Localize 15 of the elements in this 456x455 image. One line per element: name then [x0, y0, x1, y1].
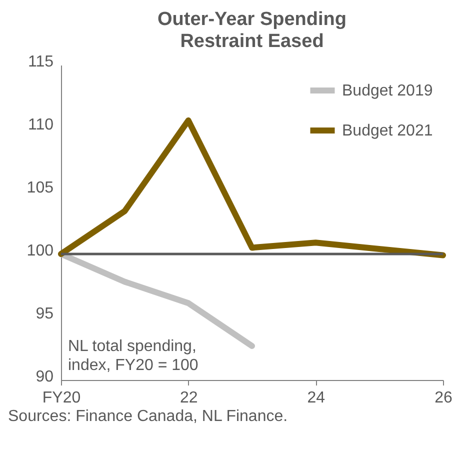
annotation: NL total spending, index, FY20 = 100 — [68, 338, 198, 374]
x-tick-label: FY20 — [42, 390, 81, 406]
y-tick-label: 100 — [26, 242, 54, 260]
y-tick-label: 95 — [36, 306, 54, 322]
y-tick-label: 105 — [26, 180, 54, 196]
source-note: Sources: Finance Canada, NL Finance. — [8, 408, 288, 425]
legend-label: Budget 2019 — [342, 82, 433, 100]
x-tick-label: 26 — [434, 390, 452, 406]
chart-title: Outer-Year Spending Restraint Eased — [158, 9, 346, 52]
y-tick-label: 115 — [28, 54, 54, 70]
y-tick-label: 90 — [36, 368, 54, 386]
x-tick-label: 22 — [180, 390, 198, 406]
x-tick-label: 24 — [307, 390, 326, 406]
legend-label: Budget 2021 — [342, 122, 433, 140]
y-tick-label: 110 — [28, 116, 54, 134]
